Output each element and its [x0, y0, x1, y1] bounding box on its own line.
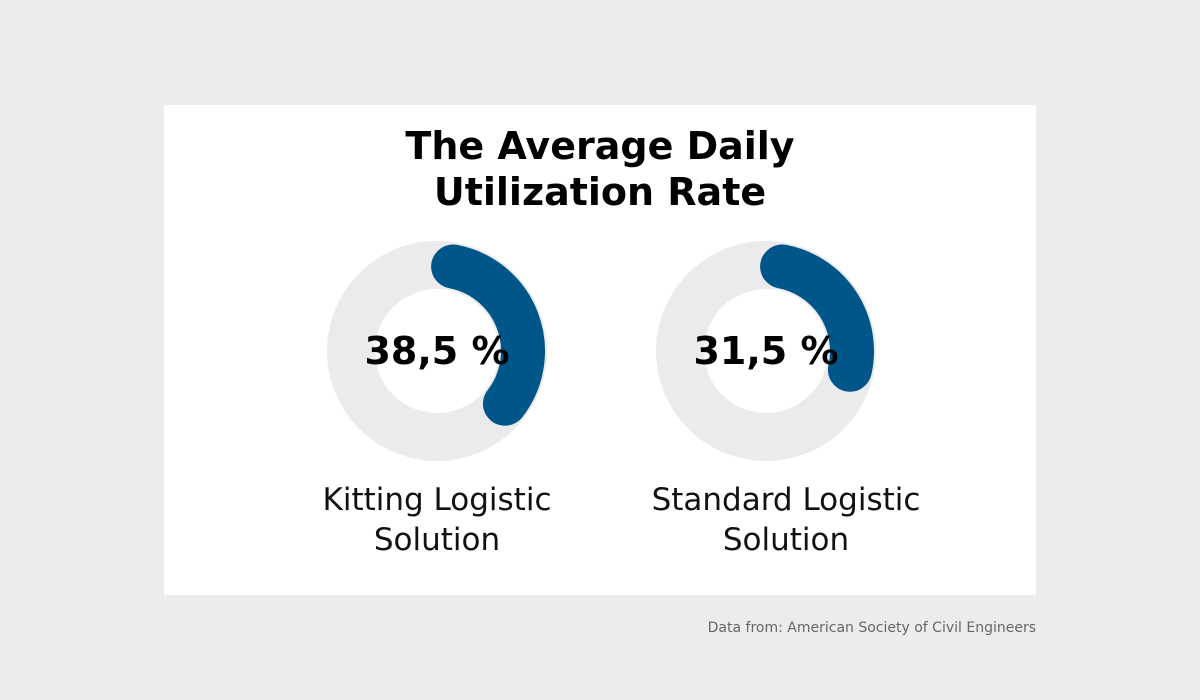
label-line: Kitting Logistic	[322, 482, 552, 518]
title-line-1: The Average Daily	[405, 124, 795, 168]
title-line-2: Utilization Rate	[433, 170, 767, 214]
chart-title: The Average Daily Utilization Rate	[164, 123, 1036, 215]
value-label-standard: 31,5 %	[693, 329, 839, 373]
donut-svg-standard	[656, 241, 876, 461]
label-line: Solution	[373, 522, 501, 558]
label-line: Standard Logistic	[651, 482, 921, 518]
donut-standard: 31,5 %	[653, 238, 879, 464]
donut-arc-standard	[760, 244, 874, 392]
category-label-standard: Standard Logistic Solution	[626, 480, 946, 560]
label-line: Solution	[722, 522, 850, 558]
category-label-kitting: Kitting Logistic Solution	[277, 480, 597, 560]
donut-svg-kitting	[327, 241, 547, 461]
value-label-kitting: 38,5 %	[364, 329, 510, 373]
donut-arc-kitting	[431, 244, 545, 426]
infographic-card: The Average Daily Utilization Rate 38,5 …	[164, 105, 1036, 595]
data-source-note: Data from: American Society of Civil Eng…	[707, 620, 1036, 636]
donut-kitting: 38,5 %	[324, 238, 550, 464]
